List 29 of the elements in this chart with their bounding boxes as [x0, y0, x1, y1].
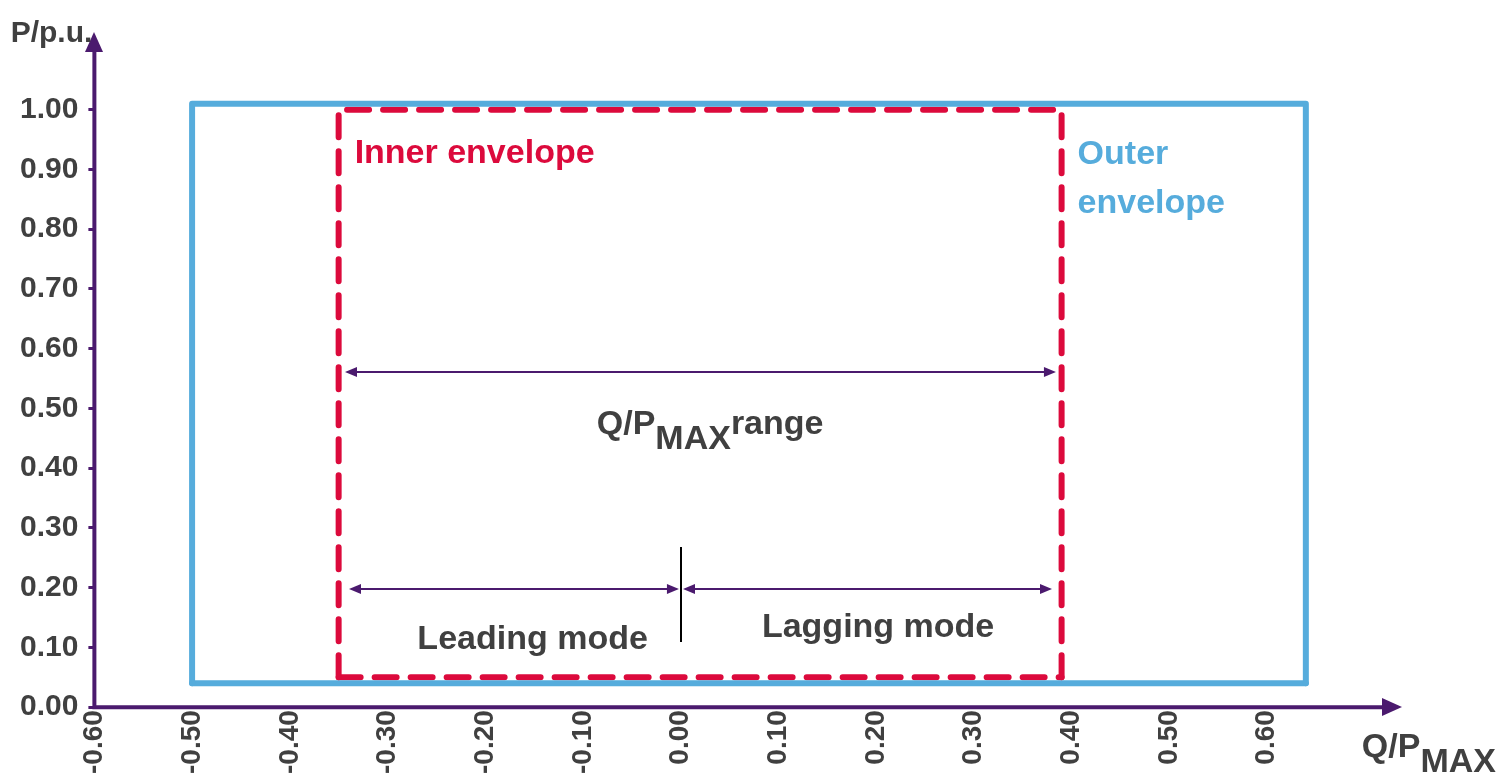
y-tick-label: 0.30 [20, 509, 79, 543]
y-tick-label: 0.90 [20, 150, 79, 184]
y-tick-label: 0.60 [20, 329, 79, 363]
y-tick-label: 0.10 [20, 628, 79, 662]
x-tick-label: 0.10 [760, 710, 792, 765]
x-tick-label: -0.60 [77, 710, 109, 775]
y-tick-label: 0.00 [20, 688, 79, 722]
y-tick-label: 1.00 [20, 91, 79, 125]
x-tick-label: 0.60 [1249, 710, 1281, 765]
x-tick-label: -0.50 [174, 710, 206, 775]
x-tick-label: -0.30 [370, 710, 402, 775]
x-tick-label: -0.20 [467, 710, 499, 775]
y-axis-title: P/p.u. [10, 15, 93, 48]
y-tick-label: 0.80 [20, 210, 79, 244]
x-tick-label: 0.40 [1054, 710, 1086, 765]
x-tick-label: 0.30 [956, 710, 988, 765]
series-label: Outer envelope [1077, 131, 1226, 223]
x-tick-label: 0.00 [663, 710, 695, 765]
y-tick-label: 0.70 [20, 270, 79, 304]
y-tick-label: 0.40 [20, 449, 79, 483]
annotation: Leading mode [417, 618, 648, 657]
y-tick-label: 0.20 [20, 568, 79, 602]
x-tick-label: -0.40 [272, 710, 304, 775]
series-label: Inner envelope [354, 131, 595, 170]
x-tick-label: -0.10 [565, 710, 597, 775]
x-tick-label: 0.50 [1151, 710, 1183, 765]
x-tick-label: 0.20 [858, 710, 890, 765]
y-tick-label: 0.50 [20, 389, 79, 423]
annotation: Lagging mode [761, 606, 995, 645]
